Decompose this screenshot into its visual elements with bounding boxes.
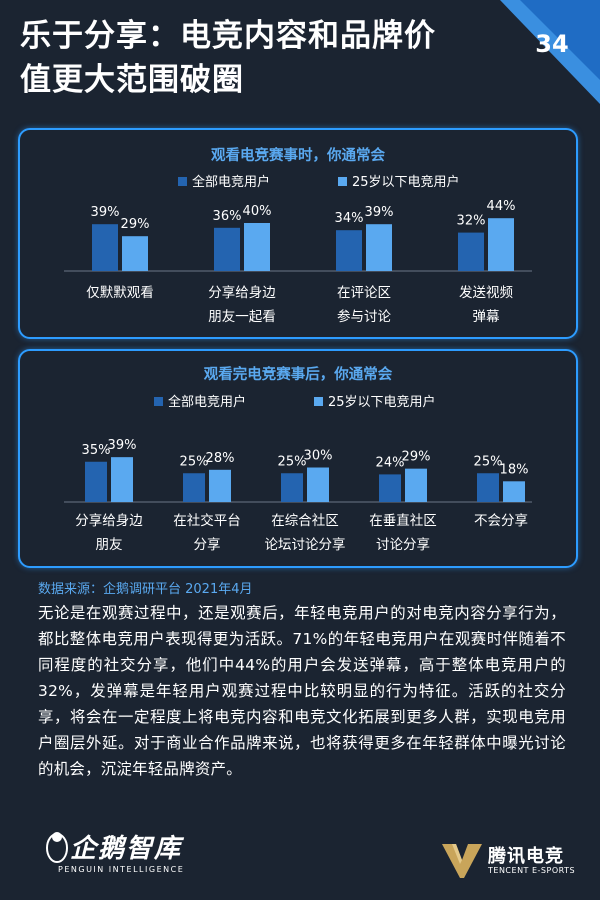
data-label: 35% <box>82 443 111 458</box>
data-label: 29% <box>402 450 431 465</box>
data-label: 39% <box>91 205 120 220</box>
data-label: 34% <box>335 211 364 226</box>
data-label: 30% <box>304 449 333 464</box>
title-line-1: 乐于分享：电竞内容和品牌价 <box>20 18 436 54</box>
right-brand-name: 腾讯电竞 <box>488 846 564 867</box>
category-label: 分享 <box>194 536 221 553</box>
page-corner-badge <box>500 0 600 104</box>
left-brand-sub: PENGUIN INTELLIGENCE <box>58 865 185 874</box>
legend-label: 25岁以下电竞用户 <box>328 394 436 410</box>
data-label: 29% <box>121 217 150 232</box>
legend-swatch <box>178 177 187 186</box>
bar <box>92 224 118 271</box>
bar <box>111 457 133 502</box>
data-label: 36% <box>213 209 242 224</box>
page-number: 34 <box>535 30 569 58</box>
penguin-icon <box>46 832 68 863</box>
bar <box>366 224 392 271</box>
category-label: 发送视频 <box>459 285 513 301</box>
data-label: 25% <box>180 454 209 469</box>
bar <box>405 468 427 502</box>
bar <box>281 473 303 502</box>
data-label: 39% <box>108 438 137 453</box>
category-label: 朋友一起看 <box>208 309 276 325</box>
bar <box>336 230 362 271</box>
title-line-2: 值更大范围破圈 <box>20 62 244 98</box>
tencent-esports-icon <box>442 844 482 878</box>
category-label: 参与讨论 <box>337 308 391 325</box>
data-label: 18% <box>500 462 529 477</box>
legend-label: 全部电竞用户 <box>192 174 270 190</box>
bar <box>122 236 148 271</box>
data-label: 28% <box>206 451 235 466</box>
data-label: 40% <box>243 204 272 219</box>
data-source: 数据来源：企鹅调研平台 2021年4月 <box>38 582 253 597</box>
legend-swatch <box>338 177 347 186</box>
category-label: 在垂直社区 <box>369 513 437 529</box>
legend-swatch <box>154 397 163 406</box>
category-label: 分享给身边 <box>208 284 276 301</box>
body-paragraph: 无论是在观赛过程中，还是观赛后，年轻电竞用户的对电竞内容分享行为，都比整体电竞用… <box>38 604 566 778</box>
data-label: 24% <box>376 455 405 470</box>
chart-title: 观看完电竞赛事后，你通常会 <box>204 365 393 383</box>
category-label: 论坛讨论分享 <box>265 536 346 553</box>
bar <box>379 474 401 502</box>
category-label: 不会分享 <box>474 512 528 529</box>
category-label: 分享给身边 <box>75 512 143 529</box>
category-label: 在综合社区 <box>271 513 339 529</box>
data-label: 25% <box>474 454 503 469</box>
category-label: 在评论区 <box>337 285 391 301</box>
page-title: 乐于分享：电竞内容和品牌价 值更大范围破圈 <box>20 14 500 102</box>
penguin-intelligence-logo: 企鹅智库 PENGUIN INTELLIGENCE <box>42 828 202 880</box>
category-label: 弹幕 <box>473 309 500 325</box>
legend-label: 25岁以下电竞用户 <box>352 174 460 190</box>
chart-title: 观看电竞赛事时，你通常会 <box>211 146 385 164</box>
chart-panel-after: 观看完电竞赛事后，你通常会全部电竞用户 25岁以下电竞用户 35% 39% 分享给身边朋… <box>18 349 578 568</box>
tencent-esports-logo: 腾讯电竞 TENCENT E-SPORTS <box>440 840 590 890</box>
right-brand-sub: TENCENT E-SPORTS <box>488 866 576 875</box>
category-label: 仅默默观看 <box>86 285 154 301</box>
bar <box>458 232 484 271</box>
data-label: 25% <box>278 454 307 469</box>
data-label: 44% <box>487 199 516 214</box>
data-label: 39% <box>365 205 394 220</box>
chart-panel-during: 观看电竞赛事时，你通常会 全部电竞用户 25岁以下电竞用户 39% 29% 仅默默观看 36… <box>18 128 578 339</box>
bar <box>244 223 270 271</box>
data-label: 32% <box>457 214 486 229</box>
legend-swatch <box>314 397 323 406</box>
category-label: 在社交平台 <box>173 512 241 529</box>
bar <box>477 473 499 502</box>
left-brand-name: 企鹅智库 <box>70 834 183 864</box>
bar <box>488 218 514 271</box>
bar <box>503 481 525 502</box>
bar <box>85 461 107 502</box>
category-label: 朋友 <box>96 537 123 553</box>
legend-label: 全部电竞用户 <box>168 394 246 410</box>
bar <box>183 473 205 502</box>
bar <box>307 467 329 502</box>
bar <box>209 469 231 502</box>
bar <box>214 227 240 271</box>
category-label: 讨论分享 <box>376 536 430 553</box>
